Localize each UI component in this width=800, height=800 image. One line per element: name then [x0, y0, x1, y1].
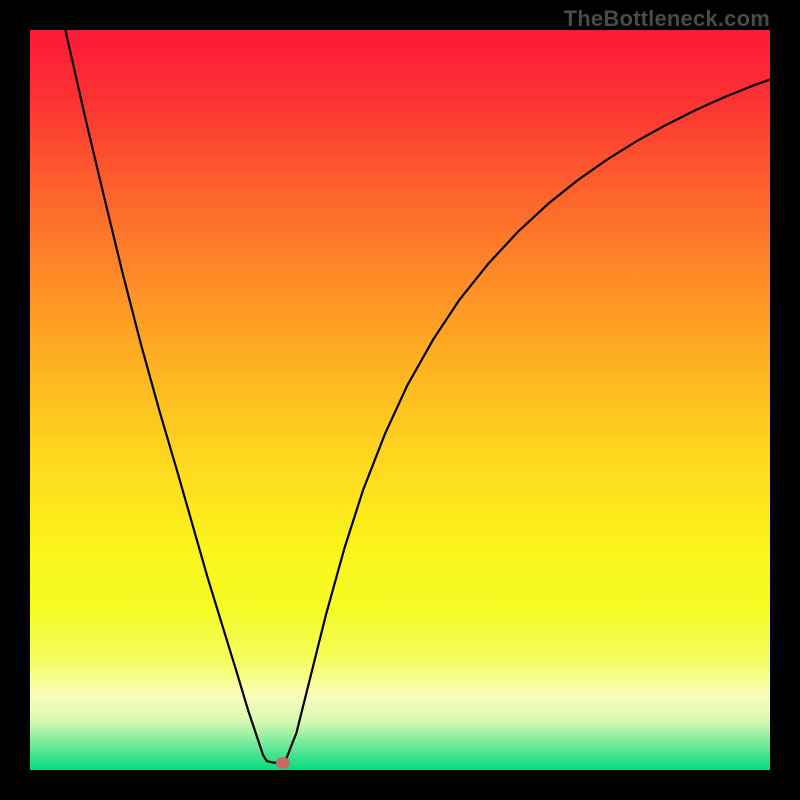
bottleneck-curve — [30, 30, 770, 770]
chart-frame: TheBottleneck.com — [0, 0, 800, 800]
watermark-text: TheBottleneck.com — [564, 6, 770, 32]
plot-area — [30, 30, 770, 770]
minimum-marker — [276, 757, 290, 769]
